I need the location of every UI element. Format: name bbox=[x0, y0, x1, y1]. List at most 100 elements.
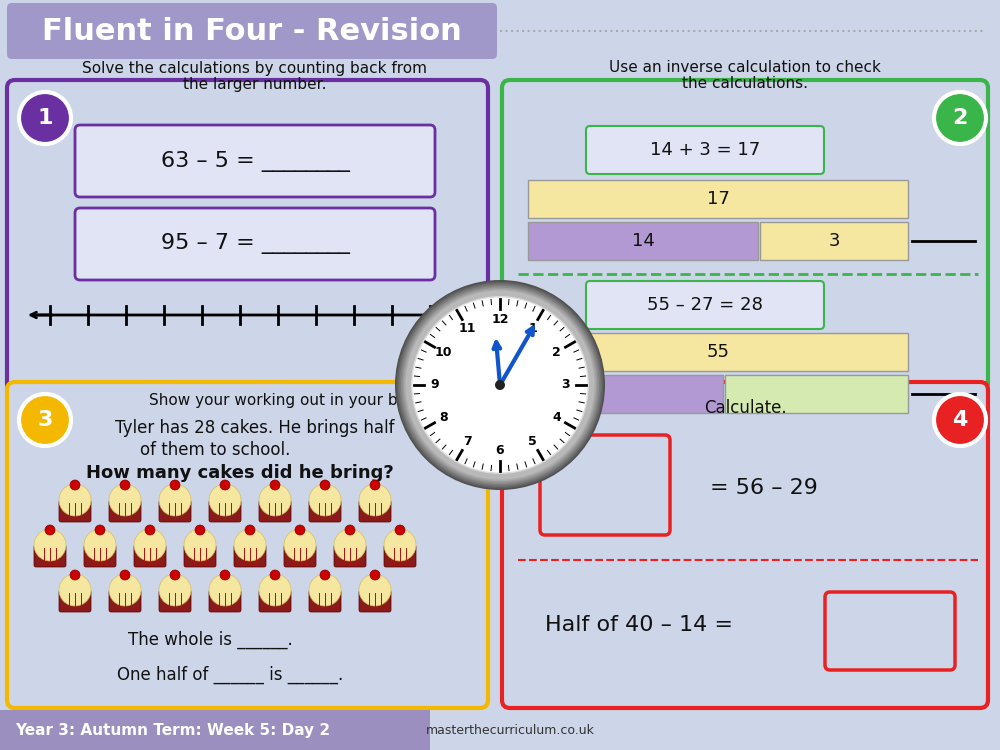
FancyBboxPatch shape bbox=[209, 500, 241, 522]
Circle shape bbox=[370, 570, 380, 580]
Circle shape bbox=[59, 484, 91, 516]
Circle shape bbox=[45, 525, 55, 535]
Text: masterthecurriculum.co.uk: masterthecurriculum.co.uk bbox=[426, 724, 594, 736]
Text: 7: 7 bbox=[463, 435, 472, 448]
Circle shape bbox=[70, 480, 80, 490]
FancyBboxPatch shape bbox=[159, 500, 191, 522]
Circle shape bbox=[259, 484, 291, 516]
FancyBboxPatch shape bbox=[586, 281, 824, 329]
FancyBboxPatch shape bbox=[359, 500, 391, 522]
Circle shape bbox=[412, 297, 588, 473]
Text: Half of 40 – 14 =: Half of 40 – 14 = bbox=[545, 615, 733, 635]
Circle shape bbox=[19, 394, 71, 446]
Text: 2: 2 bbox=[952, 108, 968, 128]
Circle shape bbox=[295, 525, 305, 535]
FancyBboxPatch shape bbox=[109, 590, 141, 612]
Text: 1: 1 bbox=[37, 108, 53, 128]
Text: 17: 17 bbox=[707, 190, 729, 208]
Circle shape bbox=[406, 290, 594, 479]
Circle shape bbox=[396, 281, 604, 488]
Circle shape bbox=[70, 570, 80, 580]
Text: One half of ______ is ______.: One half of ______ is ______. bbox=[117, 666, 343, 684]
Text: Year 3: Autumn Term: Week 5: Day 2: Year 3: Autumn Term: Week 5: Day 2 bbox=[15, 722, 330, 737]
FancyBboxPatch shape bbox=[75, 125, 435, 197]
Circle shape bbox=[59, 574, 91, 606]
Text: Solve the calculations by counting back from: Solve the calculations by counting back … bbox=[82, 61, 428, 76]
Bar bbox=[0, 710, 430, 750]
Text: The whole is ______.: The whole is ______. bbox=[128, 631, 292, 650]
Text: 95 – 7 = ________: 95 – 7 = ________ bbox=[161, 233, 349, 254]
Circle shape bbox=[934, 92, 986, 144]
Circle shape bbox=[270, 570, 280, 580]
Circle shape bbox=[120, 480, 130, 490]
FancyBboxPatch shape bbox=[359, 590, 391, 612]
Circle shape bbox=[401, 286, 599, 484]
Circle shape bbox=[384, 529, 416, 561]
Bar bbox=[528, 180, 908, 218]
Text: 55 – 27 = 28: 55 – 27 = 28 bbox=[647, 296, 763, 314]
Text: Use an inverse calculation to check: Use an inverse calculation to check bbox=[609, 61, 881, 76]
Circle shape bbox=[495, 380, 505, 390]
Circle shape bbox=[234, 529, 266, 561]
FancyBboxPatch shape bbox=[384, 545, 416, 567]
Text: 5: 5 bbox=[528, 435, 537, 448]
Text: 6: 6 bbox=[496, 443, 504, 457]
Circle shape bbox=[184, 529, 216, 561]
Circle shape bbox=[398, 283, 602, 487]
Circle shape bbox=[109, 574, 141, 606]
Text: 1: 1 bbox=[528, 322, 537, 335]
Circle shape bbox=[934, 394, 986, 446]
FancyBboxPatch shape bbox=[540, 435, 670, 535]
Circle shape bbox=[134, 529, 166, 561]
Text: 14 + 3 = 17: 14 + 3 = 17 bbox=[650, 141, 760, 159]
Bar bbox=[725, 375, 908, 413]
Circle shape bbox=[309, 484, 341, 516]
Text: 12: 12 bbox=[491, 314, 509, 326]
Circle shape bbox=[284, 529, 316, 561]
Text: 63 – 5 = ________: 63 – 5 = ________ bbox=[161, 151, 349, 172]
FancyBboxPatch shape bbox=[209, 590, 241, 612]
FancyBboxPatch shape bbox=[502, 382, 988, 708]
Text: 4: 4 bbox=[952, 410, 968, 430]
Circle shape bbox=[320, 480, 330, 490]
Circle shape bbox=[95, 525, 105, 535]
Bar bbox=[528, 333, 908, 371]
Circle shape bbox=[334, 529, 366, 561]
FancyBboxPatch shape bbox=[309, 590, 341, 612]
FancyBboxPatch shape bbox=[134, 545, 166, 567]
Circle shape bbox=[309, 574, 341, 606]
Text: the calculations.: the calculations. bbox=[682, 76, 808, 92]
Text: Calculate.: Calculate. bbox=[704, 399, 786, 417]
Circle shape bbox=[395, 525, 405, 535]
Circle shape bbox=[209, 484, 241, 516]
Circle shape bbox=[120, 570, 130, 580]
Bar bbox=[528, 222, 758, 260]
Circle shape bbox=[19, 92, 71, 144]
FancyBboxPatch shape bbox=[34, 545, 66, 567]
Bar bbox=[760, 222, 908, 260]
FancyBboxPatch shape bbox=[259, 590, 291, 612]
FancyBboxPatch shape bbox=[259, 500, 291, 522]
Text: 3: 3 bbox=[37, 410, 53, 430]
Circle shape bbox=[345, 525, 355, 535]
Circle shape bbox=[404, 289, 596, 481]
Circle shape bbox=[145, 525, 155, 535]
Text: How many cakes did he bring?: How many cakes did he bring? bbox=[86, 464, 394, 482]
FancyBboxPatch shape bbox=[502, 80, 988, 391]
Circle shape bbox=[395, 280, 605, 490]
Circle shape bbox=[400, 284, 600, 485]
Text: 10: 10 bbox=[435, 346, 452, 359]
Text: Fluent in Four - Revision: Fluent in Four - Revision bbox=[42, 16, 462, 46]
FancyBboxPatch shape bbox=[234, 545, 266, 567]
Text: 14: 14 bbox=[632, 232, 654, 250]
Circle shape bbox=[195, 525, 205, 535]
Text: 2: 2 bbox=[552, 346, 561, 359]
Circle shape bbox=[359, 574, 391, 606]
Circle shape bbox=[170, 570, 180, 580]
FancyBboxPatch shape bbox=[184, 545, 216, 567]
Circle shape bbox=[220, 480, 230, 490]
FancyBboxPatch shape bbox=[7, 382, 488, 708]
Text: 55: 55 bbox=[706, 343, 730, 361]
Bar bbox=[528, 375, 723, 413]
Circle shape bbox=[402, 287, 598, 482]
